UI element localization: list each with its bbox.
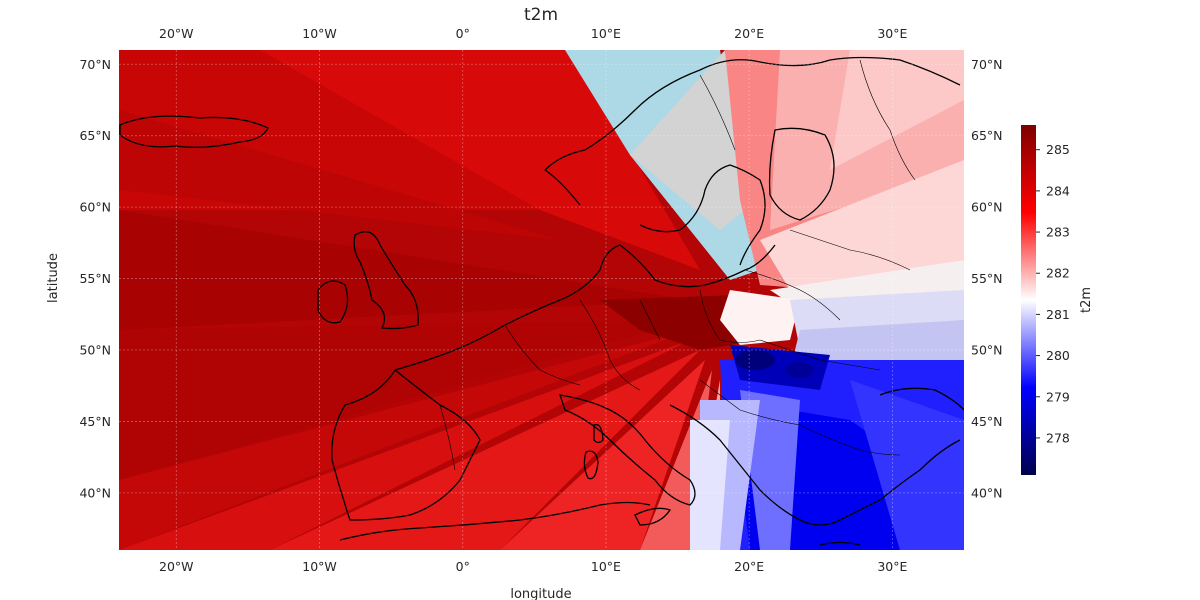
longitude-tick-labels-bottom: 20°W 10°W 0° 10°E 20°E 30°E <box>159 559 907 574</box>
finland-coastline <box>768 127 835 221</box>
colorbar-tick-label: 279 <box>1046 389 1070 404</box>
lat-tick-label-left: 55°N <box>79 271 111 286</box>
ireland-coastline <box>317 280 349 324</box>
iceland-coastline <box>119 115 269 148</box>
lat-tick-label-right: 45°N <box>971 414 1003 429</box>
temperature-field <box>119 50 964 550</box>
colorbar-ticks: 278 279 280 281 282 283 284 285 <box>1036 142 1070 445</box>
colorbar-tick-label: 282 <box>1046 266 1070 281</box>
colorbar-tick-label: 283 <box>1046 225 1070 240</box>
lat-tick-label-left: 60°N <box>79 200 111 215</box>
lat-tick-label-right: 60°N <box>971 200 1003 215</box>
colorbar-tick-label: 285 <box>1046 142 1070 157</box>
lat-tick-label-left: 65°N <box>79 128 111 143</box>
map-gridlines <box>119 50 964 550</box>
north-africa-coastline <box>339 501 651 541</box>
lat-tick-label-left: 40°N <box>79 485 111 500</box>
longitude-tick-labels-top: 20°W 10°W 0° 10°E 20°E 30°E <box>159 26 907 41</box>
sicily-coastline <box>634 507 672 526</box>
lat-tick-label-right: 65°N <box>971 128 1003 143</box>
iberia-coastline <box>331 369 481 521</box>
map-panel <box>119 50 964 550</box>
colorbar-tick-label: 278 <box>1046 430 1070 445</box>
colorbar: 278 279 280 281 282 283 284 285 t2m <box>1021 125 1094 475</box>
lat-tick-label-left: 50°N <box>79 343 111 358</box>
lat-tick-label-right: 40°N <box>971 485 1003 500</box>
colorbar-gradient <box>1021 125 1036 475</box>
lon-tick-label-top: 30°E <box>877 26 907 41</box>
lon-tick-label-bottom: 20°E <box>734 559 764 574</box>
crete-coastline <box>819 541 861 546</box>
lon-tick-label-top: 20°E <box>734 26 764 41</box>
scandinavia-coastline <box>543 56 961 206</box>
balkans-coastline <box>669 404 961 526</box>
lat-tick-label-right: 50°N <box>971 343 1003 358</box>
lon-tick-label-bottom: 30°E <box>877 559 907 574</box>
latitude-tick-labels-right: 40°N 45°N 50°N 55°N 60°N 65°N 70°N <box>971 57 1003 501</box>
black-sea-coastline <box>879 387 964 411</box>
country-borders <box>439 59 916 471</box>
y-axis-label: latitude <box>46 253 61 303</box>
latitude-tick-labels-left: 40°N 45°N 50°N 55°N 60°N 65°N 70°N <box>79 57 111 501</box>
lat-tick-label-left: 45°N <box>79 414 111 429</box>
corsica-coastline <box>593 423 604 444</box>
colorbar-tick-label: 280 <box>1046 348 1070 363</box>
lon-tick-label-bottom: 10°E <box>591 559 621 574</box>
baltic-coastline <box>639 164 766 266</box>
lat-tick-label-right: 70°N <box>971 57 1003 72</box>
x-axis-label: longitude <box>510 587 571 600</box>
lon-tick-label-bottom: 10°W <box>302 559 337 574</box>
lon-tick-label-top: 20°W <box>159 26 194 41</box>
lon-tick-label-top: 10°W <box>302 26 337 41</box>
colorbar-label: t2m <box>1079 287 1094 313</box>
lon-tick-label-top: 0° <box>456 26 470 41</box>
lon-tick-label-bottom: 20°W <box>159 559 194 574</box>
great-britain-coastline <box>353 231 419 330</box>
lon-tick-label-bottom: 0° <box>456 559 470 574</box>
coastlines <box>119 56 964 546</box>
lon-tick-label-top: 10°E <box>591 26 621 41</box>
continental-coastline <box>394 244 776 371</box>
lat-tick-label-left: 70°N <box>79 57 111 72</box>
italy-coastline <box>559 394 696 506</box>
lat-tick-label-right: 55°N <box>971 271 1003 286</box>
map-title: t2m <box>524 5 558 25</box>
sardinia-coastline <box>583 450 599 480</box>
colorbar-tick-label: 281 <box>1046 307 1070 322</box>
colorbar-tick-label: 284 <box>1046 183 1070 198</box>
